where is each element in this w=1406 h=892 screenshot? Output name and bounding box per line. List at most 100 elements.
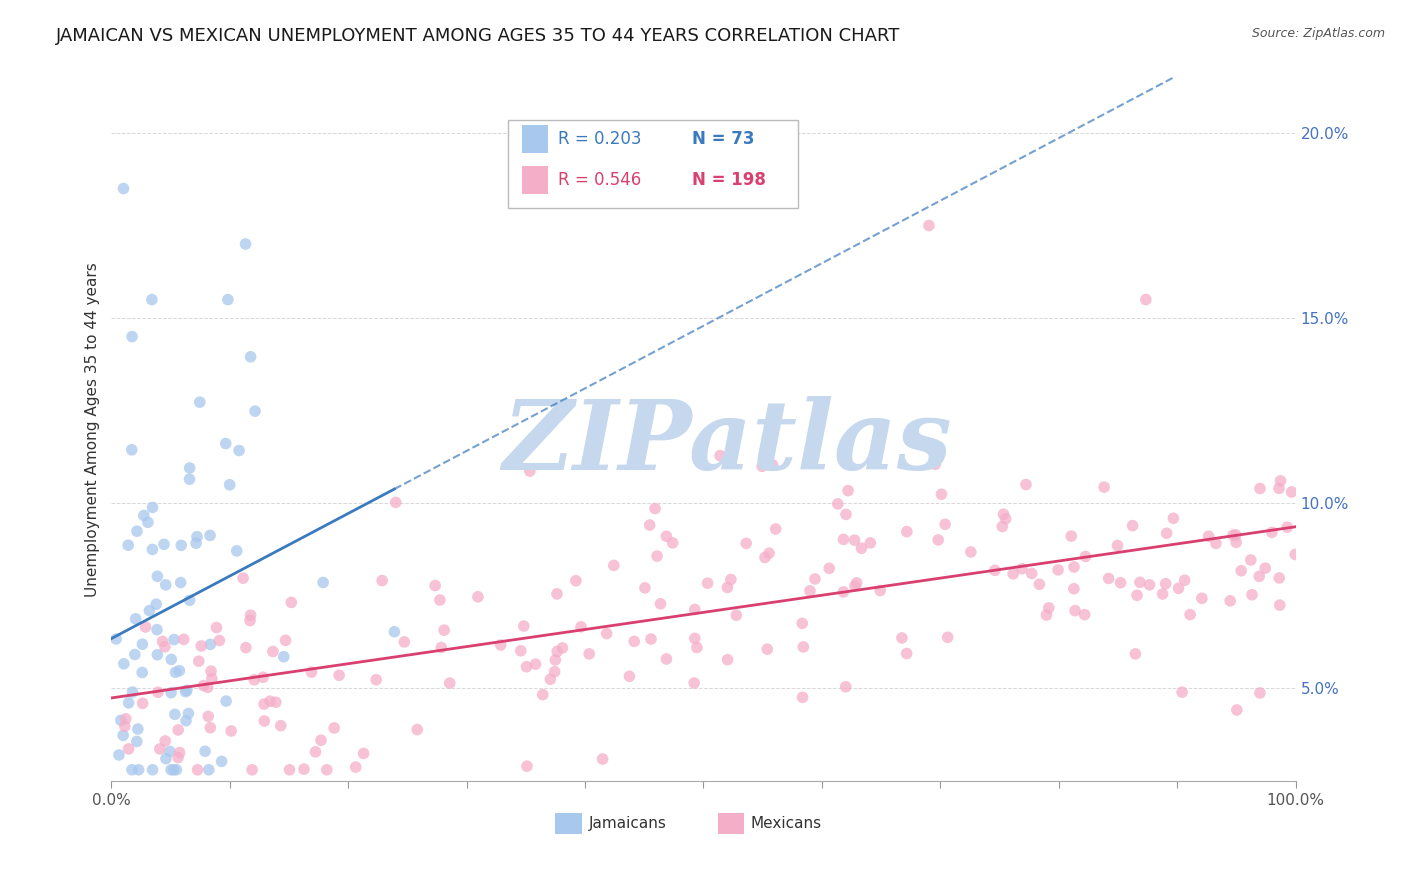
Point	[804, 572, 827, 586]
Point	[758, 546, 780, 560]
Point	[1063, 582, 1085, 596]
Point	[538, 672, 561, 686]
Point	[1011, 562, 1033, 576]
Point	[516, 660, 538, 674]
Point	[114, 712, 136, 726]
Point	[262, 644, 284, 658]
Point	[323, 721, 346, 735]
Point	[243, 404, 266, 418]
Point	[918, 219, 941, 233]
Point	[184, 536, 207, 550]
Point	[1249, 482, 1271, 496]
Point	[270, 719, 292, 733]
Point	[425, 578, 447, 592]
Point	[845, 575, 868, 590]
Point	[433, 623, 456, 637]
Point	[927, 533, 949, 547]
Point	[315, 763, 337, 777]
Point	[1064, 604, 1087, 618]
Point	[153, 537, 176, 551]
Point	[735, 536, 758, 550]
Point	[686, 640, 709, 655]
Point	[792, 616, 814, 631]
Point	[592, 752, 614, 766]
FancyBboxPatch shape	[717, 813, 744, 834]
Point	[235, 640, 257, 655]
Point	[709, 449, 731, 463]
Point	[603, 558, 626, 573]
Point	[991, 519, 1014, 533]
Point	[215, 694, 238, 708]
Point	[117, 742, 139, 756]
Point	[516, 759, 538, 773]
Point	[765, 522, 787, 536]
Point	[304, 745, 326, 759]
Point	[190, 639, 212, 653]
Point	[683, 676, 706, 690]
Point	[205, 621, 228, 635]
FancyBboxPatch shape	[508, 120, 799, 208]
Point	[163, 763, 186, 777]
Point	[278, 763, 301, 777]
Point	[125, 524, 148, 538]
Point	[292, 762, 315, 776]
Point	[1074, 549, 1097, 564]
Point	[239, 350, 262, 364]
Point	[163, 632, 186, 647]
Point	[1015, 477, 1038, 491]
Point	[153, 640, 176, 654]
Point	[371, 574, 394, 588]
Point	[211, 755, 233, 769]
Point	[173, 632, 195, 647]
Text: N = 198: N = 198	[692, 171, 765, 189]
Point	[131, 696, 153, 710]
Point	[716, 581, 738, 595]
Point	[1284, 548, 1306, 562]
Point	[1002, 566, 1025, 581]
Point	[131, 665, 153, 680]
Point	[524, 657, 547, 672]
Text: Jamaicans: Jamaicans	[589, 815, 666, 830]
Point	[134, 620, 156, 634]
Point	[595, 626, 617, 640]
Point	[179, 461, 201, 475]
Point	[146, 569, 169, 583]
Point	[301, 665, 323, 680]
Point	[208, 633, 231, 648]
Point	[121, 763, 143, 777]
Point	[235, 237, 257, 252]
Point	[430, 640, 453, 655]
Point	[155, 578, 177, 592]
Point	[124, 648, 146, 662]
Point	[280, 595, 302, 609]
Point	[179, 472, 201, 486]
Point	[683, 632, 706, 646]
Point	[1268, 571, 1291, 585]
Point	[1281, 485, 1303, 500]
Point	[844, 533, 866, 548]
Point	[489, 638, 512, 652]
Point	[167, 750, 190, 764]
Point	[108, 747, 131, 762]
Point	[239, 608, 262, 623]
Point	[1154, 576, 1177, 591]
Point	[1261, 525, 1284, 540]
Text: Mexicans: Mexicans	[751, 815, 823, 830]
Point	[141, 500, 163, 515]
FancyBboxPatch shape	[522, 166, 548, 194]
Point	[837, 483, 859, 498]
Point	[264, 695, 287, 709]
Point	[146, 685, 169, 699]
Point	[936, 630, 959, 644]
Point	[169, 664, 191, 678]
Text: R = 0.203: R = 0.203	[558, 130, 641, 148]
Point	[127, 722, 149, 736]
Point	[384, 495, 406, 509]
Point	[160, 652, 183, 666]
Point	[1156, 526, 1178, 541]
Point	[1268, 481, 1291, 495]
Point	[661, 536, 683, 550]
Point	[218, 477, 240, 491]
Point	[138, 604, 160, 618]
Point	[565, 574, 588, 588]
